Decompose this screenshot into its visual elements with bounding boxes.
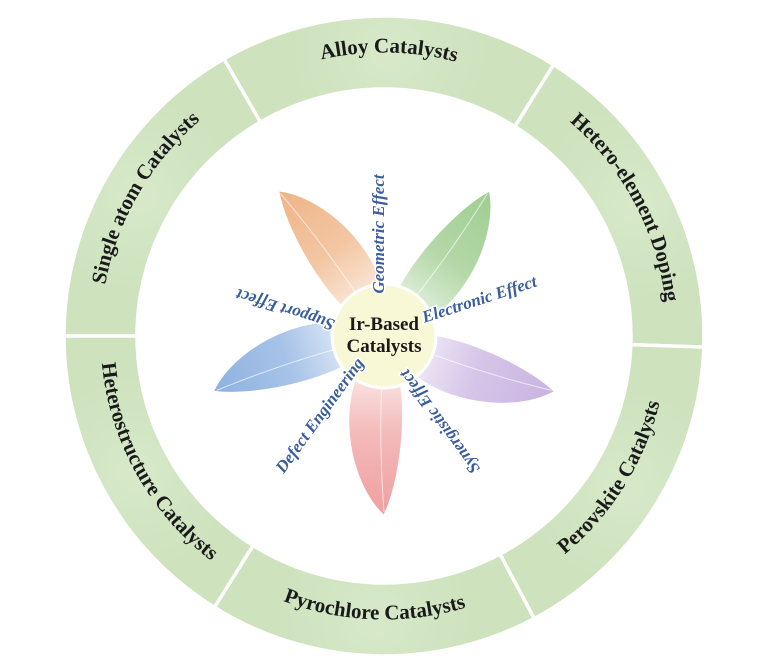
diagram-svg: Single atom CatalystsAlloy CatalystsHete… [0,0,768,672]
diagram-root: Single atom CatalystsAlloy CatalystsHete… [0,0,768,672]
ring-segment [64,59,261,336]
petal-label: Geometric Effect [369,173,388,293]
ring-segment [224,16,554,127]
petal-label: Support Effect [233,284,337,334]
ring-segment [515,65,704,348]
center-line2: Catalysts [347,336,422,357]
center-line1: Ir-Based [349,314,419,335]
